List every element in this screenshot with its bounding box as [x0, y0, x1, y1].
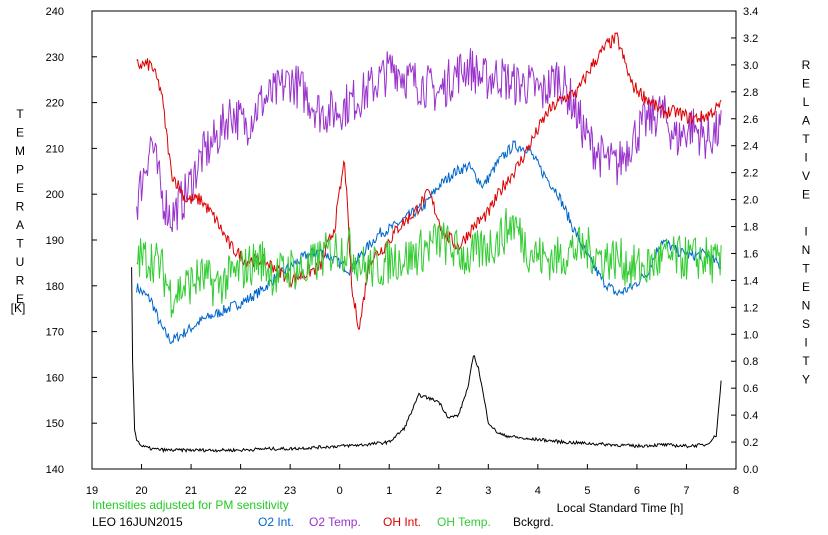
left-tick-label: 190 [46, 235, 64, 247]
legend-entry: OH Int. [383, 515, 421, 529]
series-line-oh-int [136, 31, 722, 330]
x-tick-label: 1 [386, 485, 392, 497]
axis-label-letter: T [802, 262, 810, 276]
x-tick-label: 20 [135, 485, 147, 497]
right-tick-label: 3.4 [743, 6, 758, 18]
right-tick-label: 1.2 [743, 302, 758, 314]
axis-label-letter: Y [802, 373, 810, 387]
left-tick-label: 150 [46, 418, 64, 430]
left-tick-label: 160 [46, 372, 64, 384]
axis-label-letter: R [16, 200, 25, 214]
right-tick-label: 2.0 [743, 195, 758, 207]
axis-label-letter: S [802, 317, 810, 331]
x-tick-label: 23 [284, 485, 296, 497]
left-tick-label: 210 [46, 143, 64, 155]
legend-entry: O2 Temp. [309, 515, 361, 529]
axis-label-letter: U [16, 255, 25, 269]
right-tick-label: 3.0 [743, 60, 758, 72]
axis-label-letter: I [804, 151, 807, 165]
axis-label-letter: M [15, 144, 25, 158]
axis-label-letter: L [803, 95, 810, 109]
x-tick-label: 22 [234, 485, 246, 497]
right-tick-label: 1.0 [743, 329, 758, 341]
left-tick-label: 200 [46, 189, 64, 201]
left-tick-label: 170 [46, 327, 64, 339]
axis-label-letter: I [804, 225, 807, 239]
series-line-o2-temp [136, 48, 722, 233]
right-tick-label: 0.8 [743, 356, 758, 368]
right-tick-label: 1.8 [743, 222, 758, 234]
station-date: LEO 16JUN2015 [92, 515, 183, 529]
axis-label-letter: A [802, 114, 810, 128]
axis-label-letter: E [802, 188, 810, 202]
right-tick-label: 3.2 [743, 33, 758, 45]
series-line-oh-temp [136, 207, 722, 318]
x-axis-label: Local Standard Time [h] [557, 501, 684, 515]
axis-label-letter: E [16, 126, 24, 140]
left-tick-label: 240 [46, 6, 64, 18]
x-tick-label: 0 [337, 485, 343, 497]
right-tick-label: 2.4 [743, 141, 758, 153]
x-tick-label: 5 [584, 485, 590, 497]
left-axis-unit: [K] [11, 301, 26, 315]
right-tick-label: 0.2 [743, 437, 758, 449]
right-tick-label: 2.6 [743, 114, 758, 126]
left-tick-label: 230 [46, 52, 64, 64]
right-tick-label: 2.2 [743, 168, 758, 180]
legend: O2 Int. O2 Temp. OH Int. OH Temp. Bckgrd. [258, 515, 554, 529]
left-tick-label: 180 [46, 281, 64, 293]
left-y-axis: 140 150 160 170 180 190 200 210 220 230 240 [46, 6, 97, 476]
x-tick-label: 7 [683, 485, 689, 497]
right-tick-label: 0.0 [743, 464, 758, 476]
axis-label-letter: T [802, 354, 810, 368]
axis-label-letter: R [16, 274, 25, 288]
sensitivity-note: Intensities adjusted for PM sensitivity [92, 498, 289, 512]
axis-label-letter: N [802, 243, 811, 257]
axis-label-letter: N [802, 299, 811, 313]
axis-label-letter: E [16, 181, 24, 195]
axis-label-letter: E [16, 292, 24, 306]
series-layer [131, 31, 722, 454]
x-tick-label: 3 [485, 485, 491, 497]
right-tick-label: 1.4 [743, 275, 758, 287]
right-y-axis: 0.0 0.2 0.4 0.6 0.8 1.0 1.2 1.4 1.6 1.8 2.0 2.2 2.4 2… [731, 6, 758, 476]
x-tick-label: 21 [185, 485, 197, 497]
right-tick-label: 0.4 [743, 410, 758, 422]
x-tick-label: 8 [733, 485, 739, 497]
axis-label-letter: E [802, 77, 810, 91]
legend-entry: OH Temp. [437, 515, 491, 529]
axis-label-letter: I [804, 336, 807, 350]
axis-label-letter: E [802, 280, 810, 294]
x-tick-label: 2 [436, 485, 442, 497]
x-axis: 19 20 21 22 23 0 1 2 3 4 5 6 7 8 [86, 464, 739, 497]
left-tick-label: 220 [46, 98, 64, 110]
axis-label-letter: T [802, 132, 810, 146]
x-tick-label: 4 [535, 485, 541, 497]
axis-label-letter: T [16, 237, 24, 251]
axis-label-letter: A [16, 218, 24, 232]
legend-entry: O2 Int. [258, 515, 294, 529]
right-tick-label: 2.8 [743, 87, 758, 99]
x-tick-label: 19 [86, 485, 98, 497]
right-tick-label: 1.6 [743, 248, 758, 260]
axis-label-letter: P [16, 163, 24, 177]
axis-label-letter: T [16, 107, 24, 121]
x-tick-label: 6 [634, 485, 640, 497]
left-tick-label: 140 [46, 464, 64, 476]
axis-label-letter: V [802, 169, 810, 183]
legend-entry: Bckgrd. [513, 515, 554, 529]
right-tick-label: 0.6 [743, 383, 758, 395]
series-line-o2-int [136, 139, 722, 344]
series-line-bckgrd [131, 267, 722, 454]
axis-label-letter: R [802, 58, 811, 72]
